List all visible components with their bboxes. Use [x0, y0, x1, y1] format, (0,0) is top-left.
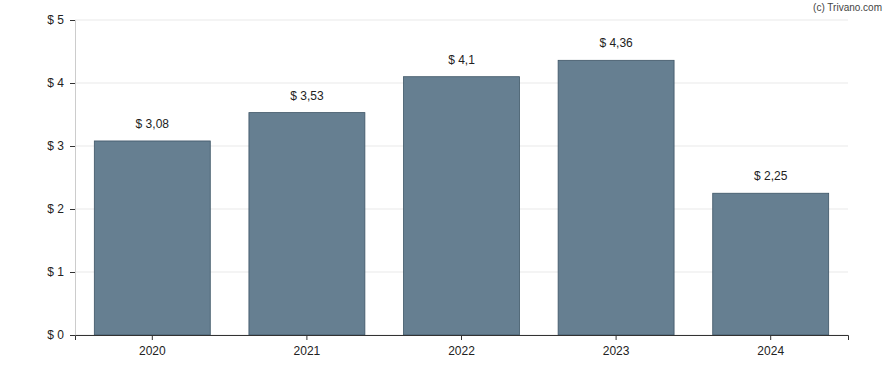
x-tick: 2022 — [448, 335, 475, 358]
x-tick-label: 2020 — [139, 344, 166, 358]
x-tick-label: 2022 — [448, 344, 475, 358]
grid-line — [75, 20, 848, 21]
x-axis-line — [76, 336, 849, 341]
bars — [94, 60, 828, 335]
x-tick-mark — [306, 335, 307, 340]
y-tick-mark — [70, 209, 75, 210]
y-tick-label: $ 0 — [47, 328, 64, 342]
bar — [94, 141, 210, 335]
x-tick-label: 2023 — [603, 344, 630, 358]
x-tick-label: 2024 — [757, 344, 784, 358]
x-tick-mark — [152, 335, 153, 340]
y-axis-line — [70, 21, 76, 336]
y-tick-mark — [70, 83, 75, 84]
bar — [713, 193, 829, 335]
chart: $ 0 $ 1 $ 2 $ 3 $ 4 $ 5 $ 3,08 $ 3,53 $ 4,1 $ 4,3… — [0, 0, 888, 370]
y-tick-label: $ 5 — [47, 13, 64, 27]
bar — [404, 77, 520, 335]
bar — [558, 60, 674, 335]
data-labels: $ 3,08 $ 3,53 $ 4,1 $ 4,36 $ 2,25 — [136, 36, 788, 183]
data-label: $ 4,1 — [448, 53, 475, 67]
y-tick-label: $ 2 — [47, 202, 64, 216]
y-tick: $ 5 — [47, 13, 75, 27]
x-tick-mark — [616, 335, 617, 340]
data-label: $ 3,08 — [136, 117, 170, 131]
y-tick-label: $ 4 — [47, 76, 64, 90]
y-tick: $ 0 — [47, 328, 75, 342]
grid — [75, 20, 848, 335]
x-tick: 2024 — [757, 335, 784, 358]
x-tick: 2020 — [139, 335, 166, 358]
x-tick: 2023 — [603, 335, 630, 358]
bar — [249, 113, 365, 335]
y-tick-mark — [70, 272, 75, 273]
y-tick-label: $ 3 — [47, 139, 64, 153]
y-tick: $ 2 — [47, 202, 75, 216]
data-label: $ 3,53 — [290, 89, 324, 103]
data-label: $ 4,36 — [599, 36, 633, 50]
annotations: (c) Trivano.com — [813, 2, 882, 13]
y-tick: $ 1 — [47, 265, 75, 279]
x-tick: 2021 — [294, 335, 321, 358]
x-tick-label: 2021 — [294, 344, 321, 358]
copyright: (c) Trivano.com — [813, 2, 882, 13]
y-tick: $ 3 — [47, 139, 75, 153]
y-tick: $ 4 — [47, 76, 75, 90]
x-tick-mark — [461, 335, 462, 340]
y-tick-mark — [70, 335, 75, 336]
x-axis: 2020 2021 2022 2023 2024 — [76, 335, 849, 358]
y-tick-mark — [70, 146, 75, 147]
data-label: $ 2,25 — [754, 169, 788, 183]
y-tick-label: $ 1 — [47, 265, 64, 279]
y-tick-mark — [70, 20, 75, 21]
x-tick-mark — [770, 335, 771, 340]
plot: $ 0 $ 1 $ 2 $ 3 $ 4 $ 5 $ 3,08 $ 3,53 $ 4,1 $ 4,3… — [47, 13, 848, 357]
y-axis: $ 0 $ 1 $ 2 $ 3 $ 4 $ 5 — [47, 13, 75, 342]
